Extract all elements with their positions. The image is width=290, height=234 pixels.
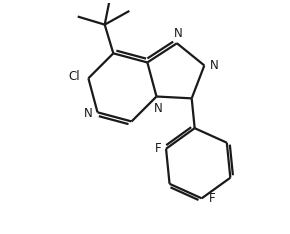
Text: F: F — [209, 192, 215, 205]
Text: N: N — [153, 102, 162, 115]
Text: N: N — [209, 59, 218, 72]
Text: N: N — [84, 107, 93, 120]
Text: F: F — [155, 142, 162, 155]
Text: N: N — [174, 27, 183, 40]
Text: Cl: Cl — [69, 70, 81, 83]
